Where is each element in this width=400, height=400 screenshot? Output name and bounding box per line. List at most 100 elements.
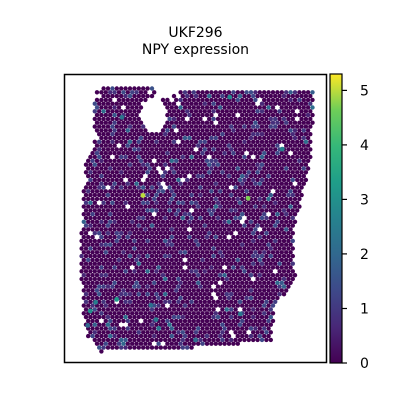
tissue-spot	[171, 154, 177, 160]
tissue-spot	[141, 185, 146, 190]
tissue-spot	[246, 307, 251, 312]
tissue-spot	[235, 143, 240, 148]
tissue-spot	[248, 273, 254, 278]
tissue-spot	[308, 124, 313, 129]
tissue-spot	[262, 181, 267, 186]
tissue-spot	[119, 200, 124, 205]
tissue-spot	[270, 128, 276, 133]
tissue-spot	[200, 158, 205, 163]
tissue-spot	[116, 280, 122, 285]
tissue-spot	[196, 273, 201, 278]
tissue-spot	[79, 246, 84, 251]
tissue-spot	[231, 97, 236, 103]
tissue-spot	[174, 242, 179, 247]
tissue-spot	[209, 135, 214, 141]
tissue-spot	[152, 280, 157, 285]
tissue-spot	[288, 212, 293, 217]
tissue-spot	[290, 215, 295, 221]
tissue-spot	[143, 158, 148, 163]
tissue-spot	[158, 284, 163, 289]
tissue-spot	[275, 219, 280, 224]
tissue-spot	[198, 261, 203, 266]
tissue-spot	[204, 173, 210, 179]
tissue-spot	[90, 295, 95, 301]
tissue-spot	[200, 295, 205, 301]
tissue-spot	[222, 311, 227, 316]
tissue-spot	[196, 234, 201, 240]
tissue-spot	[169, 135, 174, 141]
tissue-spot	[185, 139, 190, 144]
tissue-spot	[108, 280, 113, 285]
tissue-spot	[147, 318, 152, 324]
tissue-spot	[281, 246, 287, 251]
tissue-spot	[240, 273, 245, 278]
tissue-spot	[268, 124, 273, 129]
tissue-spot	[134, 227, 139, 232]
tissue-spot	[94, 158, 100, 163]
tissue-spot	[244, 295, 249, 301]
tissue-spot	[138, 105, 144, 110]
tissue-spot	[105, 299, 111, 304]
tissue-spot	[284, 90, 289, 95]
tissue-spot	[176, 116, 181, 122]
tissue-spot	[154, 147, 159, 152]
tissue-spot	[125, 128, 130, 133]
tissue-spot	[290, 162, 295, 167]
tissue-spot	[185, 192, 190, 198]
tissue-spot	[105, 276, 111, 282]
tissue-spot	[138, 280, 144, 285]
tissue-spot	[273, 284, 278, 289]
tissue-spot	[94, 112, 100, 118]
tissue-spot	[145, 177, 150, 183]
tissue-spot	[167, 139, 172, 144]
tissue-spot	[136, 177, 141, 183]
tissue-spot	[136, 93, 141, 99]
tissue-spot	[235, 295, 240, 301]
tissue-spot	[268, 284, 273, 289]
tissue-spot	[215, 208, 221, 213]
tissue-spot	[231, 166, 236, 171]
tissue-spot	[171, 276, 177, 282]
tissue-spot	[253, 128, 258, 133]
tissue-spot	[292, 151, 298, 156]
tissue-spot	[246, 170, 251, 175]
tissue-spot	[196, 227, 201, 232]
tissue-spot	[90, 158, 95, 163]
tissue-spot	[193, 93, 199, 99]
tissue-spot	[182, 97, 188, 103]
tissue-spot	[116, 196, 122, 202]
tissue-spot	[88, 162, 93, 167]
tissue-spot	[279, 242, 284, 247]
tissue-spot	[158, 292, 163, 297]
tissue-spot	[167, 345, 172, 350]
tissue-spot	[229, 200, 234, 205]
tissue-spot	[270, 151, 276, 156]
tissue-spot	[143, 273, 148, 278]
tissue-spot	[284, 97, 289, 103]
tissue-spot	[248, 112, 254, 118]
tissue-spot	[235, 257, 240, 263]
tissue-spot	[240, 105, 245, 110]
tissue-spot	[251, 307, 256, 312]
tissue-spot	[273, 231, 278, 236]
tissue-spot	[97, 215, 102, 221]
tissue-spot	[94, 318, 100, 324]
tissue-spot	[174, 234, 179, 240]
tissue-spot	[99, 333, 104, 339]
tissue-spot	[244, 288, 249, 293]
tissue-spot	[244, 143, 249, 148]
tissue-spot	[160, 212, 166, 217]
tissue-spot	[176, 314, 181, 320]
tissue-spot	[196, 97, 201, 103]
tissue-spot	[251, 200, 256, 205]
tissue-spot	[244, 250, 249, 255]
tissue-spot	[134, 318, 139, 324]
tissue-spot	[145, 322, 150, 327]
tissue-spot	[156, 257, 161, 263]
tissue-spot	[270, 280, 276, 285]
tissue-spot	[116, 212, 122, 217]
tissue-spot	[222, 341, 227, 346]
tissue-spot	[262, 219, 267, 224]
tissue-spot	[163, 345, 168, 350]
tissue-spot	[191, 303, 196, 308]
